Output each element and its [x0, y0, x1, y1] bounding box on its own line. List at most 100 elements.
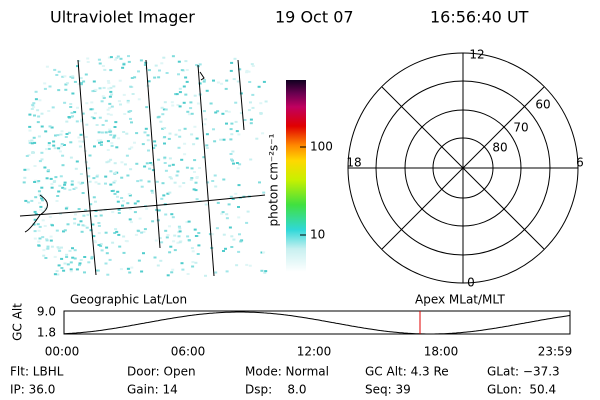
pixel: [74, 167, 78, 170]
pixel: [81, 112, 85, 115]
pixel: [47, 144, 51, 147]
pixel: [117, 100, 121, 103]
pixel: [83, 271, 86, 274]
pixel: [230, 61, 234, 64]
pixel: [46, 247, 50, 250]
timeline-title: Geographic Lat/Lon: [70, 293, 187, 307]
pixel: [91, 223, 95, 226]
pixel: [205, 147, 209, 149]
altitude-curve: [63, 311, 571, 335]
pixel: [92, 80, 96, 83]
pixel: [125, 240, 129, 243]
pixel: [147, 80, 151, 83]
pixel: [74, 186, 78, 189]
pixel: [115, 57, 119, 59]
pixel: [32, 136, 36, 139]
pixel: [44, 257, 48, 259]
pixel: [247, 109, 251, 112]
pixel: [110, 190, 114, 192]
pixel: [262, 80, 266, 83]
pixel: [37, 190, 41, 193]
info-field: Seq: 39: [365, 383, 411, 397]
pixel: [87, 175, 91, 178]
pixel: [53, 255, 57, 258]
pixel: [26, 201, 30, 204]
pixel: [235, 264, 239, 267]
pixel: [109, 130, 113, 133]
pixel: [127, 193, 131, 195]
pixel: [113, 126, 117, 128]
pixel: [47, 110, 51, 112]
pixel: [50, 186, 54, 189]
pixel: [101, 124, 105, 126]
pixel: [90, 257, 94, 260]
pixel: [116, 195, 119, 198]
pixel: [58, 249, 62, 252]
pixel: [249, 158, 253, 161]
pixel: [171, 55, 175, 58]
pixel: [125, 154, 129, 157]
pixel: [100, 131, 104, 134]
pixel: [214, 111, 218, 114]
pixel: [133, 211, 137, 214]
pixel: [94, 88, 98, 91]
pixel: [64, 207, 68, 210]
pixel: [99, 214, 103, 217]
pixel: [92, 235, 96, 238]
pixel: [137, 259, 141, 262]
pixel: [121, 204, 124, 207]
pixel: [113, 162, 117, 165]
pixel: [86, 61, 90, 63]
pixel: [128, 271, 132, 274]
pixel: [225, 122, 228, 125]
lat-label: 70: [513, 121, 528, 135]
pixel: [186, 235, 190, 238]
pixel: [39, 205, 43, 208]
pixel: [135, 162, 139, 165]
pixel: [67, 131, 71, 134]
pixel: [126, 267, 130, 270]
pixel: [113, 134, 117, 137]
pixel: [129, 117, 132, 120]
pixel: [112, 181, 116, 184]
pixel: [81, 181, 85, 184]
pixel: [67, 116, 71, 118]
pixel: [71, 256, 75, 259]
pixel: [69, 141, 73, 144]
pixel: [120, 161, 124, 164]
pixel: [106, 273, 110, 276]
info-field: Door: Open: [127, 365, 196, 379]
pixel: [47, 142, 51, 145]
pixel: [69, 156, 73, 159]
pixel: [127, 60, 131, 63]
pixel: [153, 144, 157, 147]
pixel: [60, 143, 64, 145]
pixel: [71, 76, 75, 79]
pixel: [222, 178, 226, 181]
pixel: [214, 271, 218, 274]
pixel: [248, 264, 252, 267]
pixel: [130, 266, 134, 269]
pixel: [61, 186, 65, 189]
pixel: [225, 213, 229, 216]
pixel: [109, 158, 113, 161]
pixel: [51, 224, 54, 227]
pixel: [38, 193, 42, 196]
pixel: [110, 93, 114, 96]
pixel: [33, 218, 37, 221]
pixel: [227, 203, 231, 206]
pixel: [55, 200, 59, 202]
pixel: [164, 108, 168, 111]
time-label: 00:00: [45, 345, 80, 359]
pixel: [133, 76, 137, 79]
pixel: [41, 236, 45, 239]
pixel: [109, 170, 113, 173]
pixel: [77, 60, 81, 62]
pixel: [202, 156, 206, 159]
pixel: [114, 121, 118, 124]
pixel: [193, 228, 197, 231]
pixel: [99, 243, 103, 245]
pixel: [195, 64, 199, 66]
pixel: [134, 233, 138, 236]
pixel: [107, 81, 111, 84]
